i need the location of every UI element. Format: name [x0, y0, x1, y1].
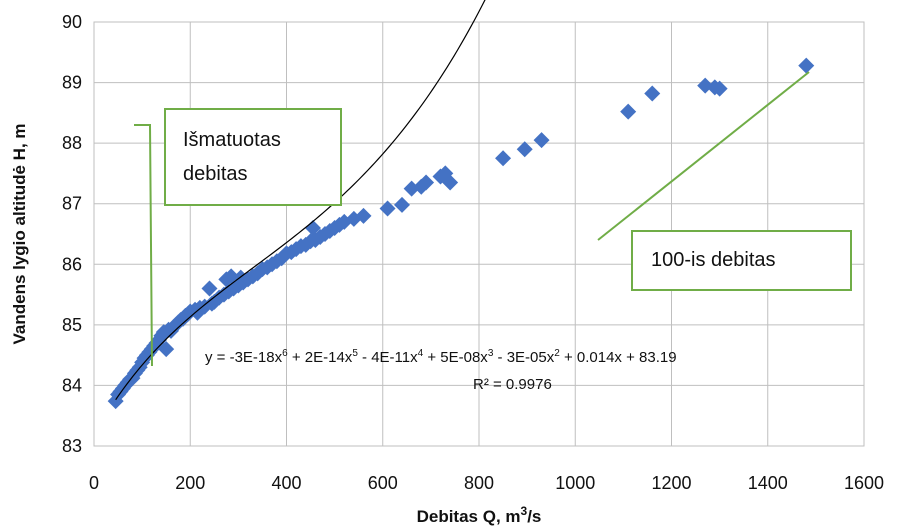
- y-tick-label: 83: [62, 436, 82, 456]
- x-tick-label: 400: [271, 473, 301, 493]
- data-point: [495, 150, 512, 167]
- callout-measured-leader: [134, 124, 153, 367]
- y-tick-label: 86: [62, 254, 82, 274]
- callout-measured-line2: debitas: [183, 163, 248, 185]
- callout-measured-box: [164, 108, 342, 206]
- data-point: [355, 207, 372, 224]
- callout-hundred-leader: [597, 71, 810, 241]
- data-point: [201, 280, 218, 297]
- polynomial-trendline: [115, 0, 486, 401]
- y-tick-label: 89: [62, 73, 82, 93]
- r-squared-label: R² = 0.9976: [473, 376, 552, 393]
- trendline-equation: y = -3E-18x6 + 2E-14x5 - 4E-11x4 + 5E-08…: [205, 348, 677, 366]
- x-tick-label: 0: [89, 473, 99, 493]
- data-point: [442, 174, 459, 191]
- data-point: [798, 57, 815, 74]
- x-tick-label: 600: [368, 473, 398, 493]
- y-tick-label: 88: [62, 133, 82, 153]
- data-point: [516, 141, 533, 158]
- callout-hundred-label: 100-is debitas: [651, 249, 776, 271]
- data-point: [644, 85, 661, 102]
- callout-hundred-box: [631, 230, 852, 291]
- callout-measured: Išmatuotas debitas: [134, 108, 342, 367]
- y-axis-title: Vandens lygio altitudė H, m: [10, 123, 29, 344]
- data-point: [394, 196, 410, 213]
- x-tick-label: 1000: [555, 473, 595, 493]
- x-tick-label: 1400: [748, 473, 788, 493]
- x-tick-label: 200: [175, 473, 205, 493]
- callout-hundred: 100-is debitas: [597, 71, 852, 291]
- data-point: [533, 132, 550, 149]
- x-tick-label: 1200: [651, 473, 691, 493]
- callout-measured-line1: Išmatuotas: [183, 129, 281, 151]
- data-point: [711, 80, 728, 97]
- x-tick-label: 800: [464, 473, 494, 493]
- y-tick-label: 90: [62, 12, 82, 32]
- data-point: [418, 174, 435, 191]
- y-tick-label: 85: [62, 315, 82, 335]
- data-point: [379, 200, 396, 217]
- x-axis-title: Debitas Q, m3/s: [417, 504, 542, 526]
- y-tick-label: 84: [62, 375, 82, 395]
- x-tick-labels: 0 200 400 600 800 1000 1200 1400 1600: [89, 473, 884, 493]
- data-point: [158, 341, 175, 358]
- plot-area-border: [93, 21, 865, 447]
- y-tick-label: 87: [62, 194, 82, 214]
- y-tick-labels: 83 84 85 86 87 88 89 90: [62, 12, 82, 456]
- x-tick-label: 1600: [844, 473, 884, 493]
- data-point: [620, 103, 637, 120]
